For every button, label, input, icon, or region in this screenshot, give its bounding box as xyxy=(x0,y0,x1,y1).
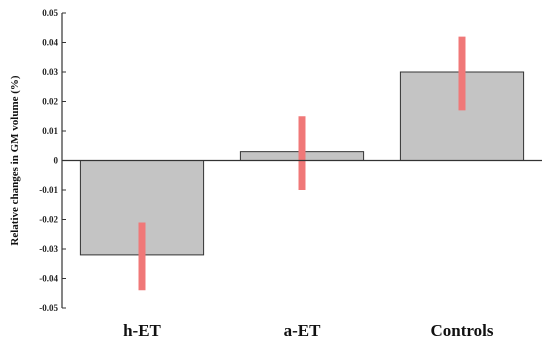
y-tick-label: 0 xyxy=(54,156,59,166)
y-tick-label: 0.04 xyxy=(42,38,58,48)
y-tick-label: -0.02 xyxy=(39,215,58,225)
category-labels: h-ET a-ET Controls xyxy=(123,321,494,340)
y-tick-label: -0.01 xyxy=(39,185,58,195)
y-tick-label: -0.05 xyxy=(39,303,58,313)
error-bars xyxy=(138,36,466,291)
y-tick-label: -0.04 xyxy=(39,274,58,284)
y-tick-label: 0.05 xyxy=(42,8,58,18)
category-label: a-ET xyxy=(284,321,322,340)
y-tick-label: 0.03 xyxy=(42,67,58,77)
category-label: Controls xyxy=(431,321,494,340)
y-tick-label: 0.01 xyxy=(42,126,58,136)
category-label: h-ET xyxy=(123,321,161,340)
y-axis-title: Relative changes in GM volume (%) xyxy=(9,75,21,246)
y-axis-ticks: 0.05 0.04 0.03 0.02 0.01 0 -0.01 -0.02 -0.03 -0.0… xyxy=(39,8,66,313)
y-tick-label: 0.02 xyxy=(42,97,58,107)
y-tick-label: -0.03 xyxy=(39,244,58,254)
